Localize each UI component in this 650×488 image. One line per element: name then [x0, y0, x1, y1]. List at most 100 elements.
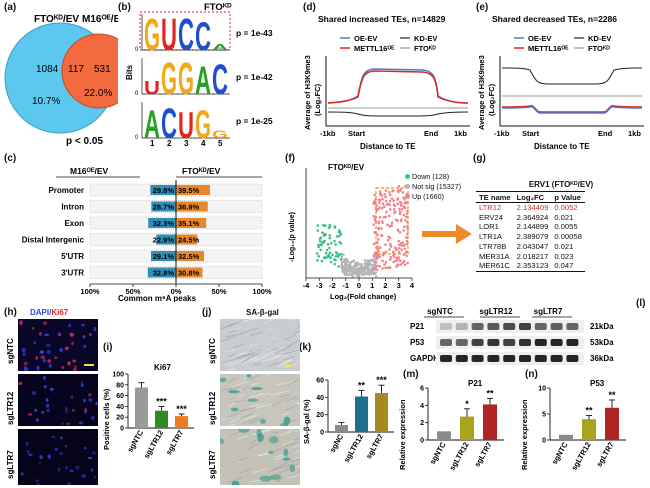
curve-mettl16 [327, 70, 469, 104]
cell-fiber [239, 327, 259, 335]
volcano-point-down [337, 255, 340, 258]
legend-fto: FTOᴷᴰ [414, 44, 436, 53]
volcano-xtick: 4 [410, 281, 414, 290]
p53-title: P53 [590, 379, 605, 388]
scale-bar-j [284, 364, 294, 366]
volcano-point-notsig [371, 266, 375, 269]
sig-marker: ** [358, 380, 366, 390]
c-label-fto: 24.5% [178, 236, 200, 245]
wb-band [566, 339, 579, 346]
panel-label-b: (b) [118, 2, 131, 13]
volcano-point-notsig [374, 271, 377, 275]
panel-label-i: (i) [103, 342, 113, 353]
volcano-legend-box: Down (128) Not sig (15327) Up (1660) [405, 172, 477, 202]
cell-nucleus [18, 381, 23, 385]
p53-chart: P53 Relative expression 0 5 10 sgNTC ** sgLTR… [520, 379, 626, 472]
volcano-point-notsig [364, 261, 368, 265]
erv1-table-title: ERV1 (FTOᴷᴰ/EV) [528, 180, 594, 189]
volcano-point-up [384, 199, 388, 203]
tick-start-e: Start [522, 129, 540, 138]
sagal-chart: SA-β-gal (%) 0 20 40 60 sgNC ** sgLTR12 *** sgLT… [302, 375, 394, 464]
cell-nucleus [57, 332, 61, 336]
motif-pvalue: p = 1e-42 [236, 72, 273, 82]
volcano-point-notsig [346, 264, 350, 267]
erv1-table-row: LTR78B 2.043047 0.021 [476, 242, 585, 252]
bar-ytick: 0 [320, 430, 324, 437]
bar-2 [483, 404, 497, 440]
volcano-point-up [392, 207, 396, 211]
c-bar-m16 [148, 218, 176, 228]
volcano-point-up [387, 214, 391, 218]
venn-diagram: FTOᴷᴰ/EV M16ᴼᴱ/EV 1084 117 531 10.7% 22.… [4, 14, 118, 147]
p21-ylabel: Relative expression [398, 399, 407, 470]
bar-category-label: sgNC [328, 432, 346, 454]
volcano-point-down [335, 235, 339, 238]
volcano-point-up [398, 200, 402, 204]
cell-fiber [288, 449, 297, 455]
sig-marker: ** [608, 390, 616, 400]
cell-nucleus [82, 334, 86, 339]
volcano-point-up [372, 268, 376, 271]
volcano-point-up [398, 212, 402, 216]
panel-label-g: (g) [473, 153, 486, 164]
c-bar-fto [176, 201, 208, 212]
senescent-cell [238, 429, 250, 433]
erv1-table-cell: LTR1A [479, 232, 503, 242]
volcano-point-down [317, 255, 321, 258]
c-label-m16: 32.3% [153, 219, 175, 228]
volcano-point-notsig [360, 262, 363, 266]
cell-nucleus [51, 435, 56, 439]
bar-ytick: 2 [420, 420, 424, 427]
volcano-point-down [319, 236, 323, 239]
cell-fiber [227, 367, 237, 371]
sagal-ylabel: SA-β-gal (%) [302, 399, 311, 444]
bar-ytick: 0 [120, 426, 124, 433]
cell-fiber [270, 390, 289, 396]
cell-nucleus [61, 365, 65, 370]
cell-fiber [291, 429, 299, 433]
volcano-point-notsig [357, 274, 360, 278]
senescent-cell [230, 407, 239, 412]
volcano-point-down [328, 236, 332, 240]
bar-ytick: 40 [316, 395, 324, 402]
cell-fiber [229, 417, 241, 424]
erv1-table-row: MER61C 2.353123 0.047 [476, 261, 585, 272]
volcano-point-down [318, 239, 322, 243]
volcano-point-up [402, 243, 406, 247]
volcano-point-notsig [340, 262, 344, 266]
tick-1kb-e: 1kb [628, 129, 641, 138]
cell-fiber [248, 343, 260, 348]
bar-ytick: 6 [420, 386, 424, 393]
senescent-cell [268, 436, 279, 444]
c-bar-m16 [150, 251, 176, 261]
c-bar-m16 [147, 267, 176, 278]
wb-band [550, 323, 563, 330]
volcano-point-up [399, 259, 402, 263]
curve-kd-ev-e [501, 67, 643, 85]
volcano-highlight-box [375, 187, 409, 255]
cell-fiber [294, 450, 300, 453]
cell-fiber [276, 468, 289, 476]
c-bar-fto [176, 185, 210, 195]
volcano-point-up [405, 215, 408, 219]
cell-fiber [253, 350, 269, 357]
cell-nucleus [90, 468, 94, 473]
cell-fiber [224, 358, 239, 366]
cell-nucleus [42, 358, 46, 363]
cell-nucleus [21, 348, 26, 353]
p21-chart: P21 Relative expression 0 2 4 6 sgNTC * sgLTR1… [398, 379, 504, 472]
volcano-point-down [322, 223, 325, 227]
cell-fiber [270, 349, 277, 353]
cell-nucleus [70, 395, 74, 399]
cell-fiber [241, 417, 259, 425]
volcano-point-notsig [354, 270, 357, 274]
cell-fiber [282, 346, 289, 351]
volcano-point-up [389, 224, 393, 228]
cell-fiber [226, 377, 238, 384]
cell-nucleus [57, 467, 61, 472]
profile-dec-ylabel2: (Log₂FC) [487, 83, 496, 116]
volcano-point-up [400, 248, 404, 252]
volcano-point-up [397, 247, 401, 250]
erv1-table-cell: 2.144899 [516, 222, 549, 232]
